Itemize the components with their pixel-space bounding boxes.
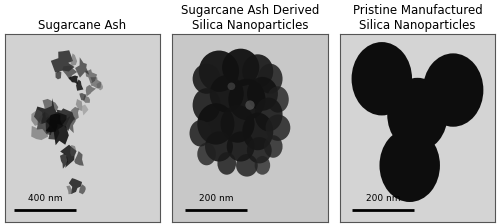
- Ellipse shape: [242, 54, 274, 88]
- Ellipse shape: [192, 88, 220, 122]
- Polygon shape: [37, 112, 54, 135]
- Ellipse shape: [258, 64, 282, 94]
- Circle shape: [387, 78, 448, 151]
- Ellipse shape: [242, 113, 274, 150]
- Text: 200 nm: 200 nm: [198, 194, 233, 203]
- Polygon shape: [55, 108, 74, 131]
- Ellipse shape: [267, 86, 289, 113]
- Polygon shape: [60, 153, 68, 169]
- Title: Sugarcane Ash Derived
Silica Nanoparticles: Sugarcane Ash Derived Silica Nanoparticl…: [181, 4, 319, 32]
- Ellipse shape: [228, 82, 235, 90]
- Polygon shape: [62, 114, 76, 133]
- Polygon shape: [68, 75, 78, 85]
- Polygon shape: [50, 113, 62, 125]
- Ellipse shape: [198, 143, 216, 165]
- Title: Sugarcane Ash: Sugarcane Ash: [38, 19, 126, 32]
- Title: Pristine Manufactured
Silica Nanoparticles: Pristine Manufactured Silica Nanoparticl…: [352, 4, 482, 32]
- Polygon shape: [75, 57, 90, 78]
- Polygon shape: [70, 53, 77, 66]
- Circle shape: [380, 129, 440, 202]
- Ellipse shape: [254, 156, 270, 175]
- Ellipse shape: [266, 114, 290, 141]
- Ellipse shape: [264, 135, 282, 158]
- Polygon shape: [66, 185, 72, 194]
- Polygon shape: [69, 178, 82, 194]
- Polygon shape: [34, 98, 67, 134]
- Ellipse shape: [205, 131, 233, 162]
- Ellipse shape: [228, 79, 266, 120]
- Polygon shape: [76, 99, 82, 111]
- Polygon shape: [48, 126, 60, 140]
- Ellipse shape: [199, 51, 239, 92]
- Polygon shape: [80, 93, 86, 101]
- Polygon shape: [96, 82, 103, 90]
- Polygon shape: [76, 80, 84, 91]
- Polygon shape: [69, 107, 79, 121]
- Polygon shape: [90, 77, 102, 88]
- Polygon shape: [46, 122, 58, 132]
- Polygon shape: [56, 72, 62, 79]
- Polygon shape: [32, 109, 42, 126]
- Polygon shape: [79, 184, 86, 194]
- Polygon shape: [74, 151, 84, 166]
- Ellipse shape: [246, 100, 254, 110]
- Polygon shape: [83, 95, 90, 103]
- Circle shape: [423, 53, 484, 127]
- Ellipse shape: [198, 103, 234, 145]
- Polygon shape: [31, 120, 48, 140]
- Ellipse shape: [210, 75, 244, 113]
- Ellipse shape: [192, 64, 220, 94]
- Text: 200 nm: 200 nm: [366, 194, 400, 203]
- Circle shape: [352, 42, 412, 115]
- Ellipse shape: [222, 49, 260, 86]
- Polygon shape: [60, 145, 76, 168]
- Polygon shape: [82, 105, 88, 115]
- Ellipse shape: [247, 137, 272, 164]
- Ellipse shape: [220, 105, 254, 143]
- Polygon shape: [86, 69, 97, 84]
- Polygon shape: [51, 50, 74, 73]
- Ellipse shape: [254, 98, 282, 131]
- Polygon shape: [70, 145, 76, 156]
- Polygon shape: [62, 66, 77, 80]
- Ellipse shape: [218, 152, 236, 175]
- Polygon shape: [42, 99, 58, 118]
- Ellipse shape: [226, 131, 254, 162]
- Ellipse shape: [247, 77, 278, 111]
- Ellipse shape: [236, 154, 258, 177]
- Ellipse shape: [190, 120, 211, 146]
- Polygon shape: [46, 116, 71, 145]
- Polygon shape: [86, 85, 96, 96]
- Text: 400 nm: 400 nm: [28, 194, 62, 203]
